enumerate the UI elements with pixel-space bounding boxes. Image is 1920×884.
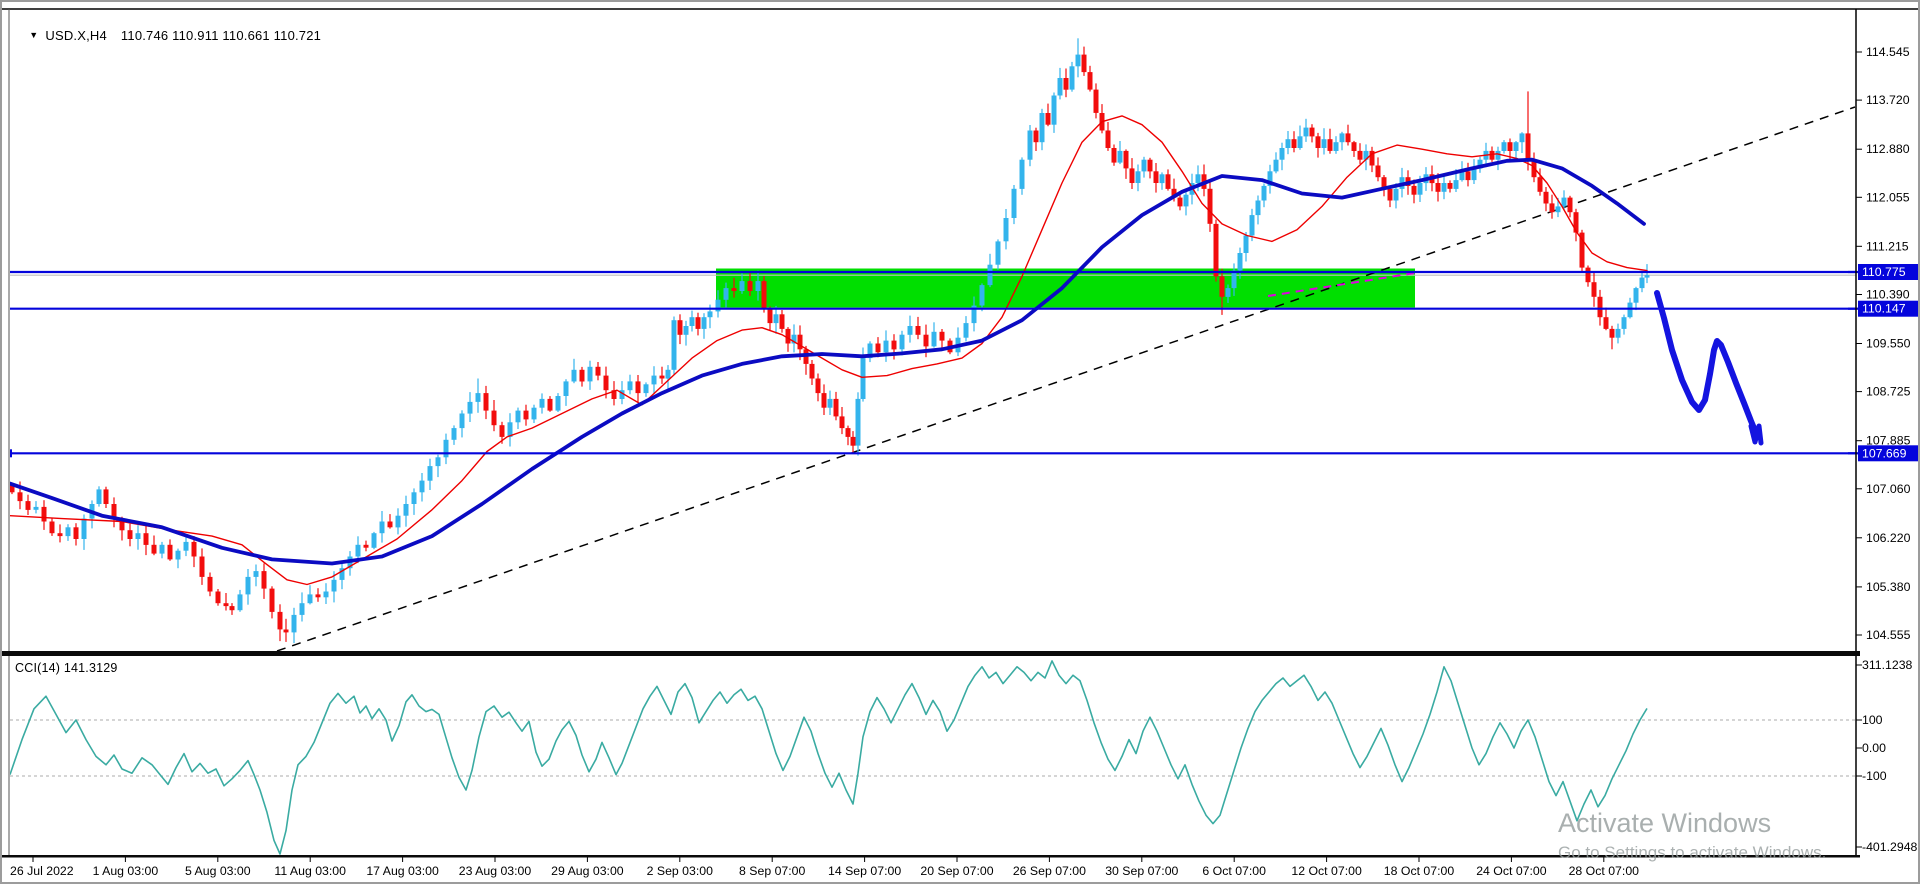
drawn-down-arrow[interactable] (1654, 290, 1759, 436)
time-tick-label: 17 Aug 03:00 (366, 864, 439, 878)
candlestick-series (10, 38, 1650, 644)
price-tick-label: 114.545 (1866, 45, 1910, 59)
supply-zone-rectangle[interactable] (716, 268, 1415, 308)
price-tick-label: 111.215 (1866, 239, 1909, 253)
price-tick-label: 108.725 (1866, 385, 1911, 399)
level-line-handle[interactable] (4, 449, 12, 458)
time-tick-label: 20 Sep 07:00 (920, 864, 993, 878)
price-flag-label: 110.775 (1862, 265, 1906, 279)
time-tick-label: 6 Oct 07:00 (1202, 864, 1266, 878)
time-tick-label: 18 Oct 07:00 (1384, 864, 1455, 878)
price-tick-label: 112.055 (1866, 190, 1910, 204)
price-tick-label: 112.880 (1866, 142, 1910, 156)
price-tick-label: 104.555 (1866, 628, 1911, 642)
cci-tick-label: 311.1238 (1862, 658, 1913, 672)
time-tick-label: 29 Aug 03:00 (551, 864, 624, 878)
time-tick-label: 2 Sep 03:00 (647, 864, 713, 878)
time-axis-border (2, 855, 1860, 858)
price-tick-label: 107.885 (1866, 434, 1911, 448)
price-tick-label: 107.060 (1866, 482, 1911, 496)
magenta-dashed-trendline[interactable] (1267, 272, 1416, 297)
symbol-ohlc-label: ▼ USD.X,H4 110.746 110.911 110.661 110.721 (14, 13, 321, 58)
ma-fast-line (10, 115, 1648, 586)
main-chart-pane[interactable] (4, 38, 1856, 651)
cci-indicator-pane[interactable] (10, 660, 1856, 855)
time-tick-label: 1 Aug 03:00 (93, 864, 159, 878)
time-axis: 26 Jul 2022 1 Aug 03:00 5 Aug 03:00 11 Aug … (10, 857, 1639, 878)
time-tick-label: 26 Jul 2022 (10, 864, 74, 878)
ohlc-values: 110.746 110.911 110.661 110.721 (120, 28, 322, 43)
cci-tick-label: 100 (1862, 713, 1883, 727)
time-tick-label: 5 Aug 03:00 (185, 864, 251, 878)
time-tick-label: 11 Aug 03:00 (274, 864, 346, 878)
time-tick-label: 28 Oct 07:00 (1569, 864, 1640, 878)
time-tick-label: 23 Aug 03:00 (459, 864, 532, 878)
cci-tick-label: 0.00 (1862, 741, 1886, 755)
symbol-name: USD.X,H4 (45, 28, 107, 43)
drawn-down-arrow-head[interactable] (1748, 423, 1764, 446)
price-flag (1858, 264, 1918, 280)
time-tick-label: 26 Sep 07:00 (1013, 864, 1086, 878)
pane-divider[interactable] (2, 651, 1860, 656)
price-tick-label: 105.380 (1866, 580, 1911, 594)
price-flag-label: 107.669 (1862, 446, 1907, 460)
price-flag (1858, 300, 1918, 317)
ma-slow-line (10, 157, 1646, 566)
cci-tick-label: -401.2948 (1862, 840, 1918, 854)
price-tick-label: 109.550 (1866, 337, 1911, 351)
time-tick-label: 14 Sep 07:00 (828, 864, 901, 878)
time-tick-label: 12 Oct 07:00 (1291, 864, 1362, 878)
price-flag-label: 110.147 (1862, 302, 1906, 316)
price-tick-label: 113.720 (1866, 93, 1910, 107)
cci-tick-label: -100 (1862, 769, 1887, 783)
time-tick-label: 8 Sep 07:00 (739, 864, 805, 878)
time-tick-label: 30 Sep 07:00 (1105, 864, 1178, 878)
cci-indicator-label: CCI(14) 141.3129 (15, 661, 118, 675)
price-axis: 114.545 113.720 112.880 112.055 111.215 110.3… (1848, 45, 1918, 854)
price-tick-label: 110.390 (1866, 288, 1910, 302)
symbol-dropdown-icon[interactable]: ▼ (29, 30, 39, 40)
dashed-trendline[interactable] (276, 106, 1856, 651)
cci-line (10, 660, 1648, 855)
price-flag (1858, 445, 1918, 462)
time-tick-label: 24 Oct 07:00 (1476, 864, 1547, 878)
price-tick-label: 106.220 (1866, 531, 1911, 545)
